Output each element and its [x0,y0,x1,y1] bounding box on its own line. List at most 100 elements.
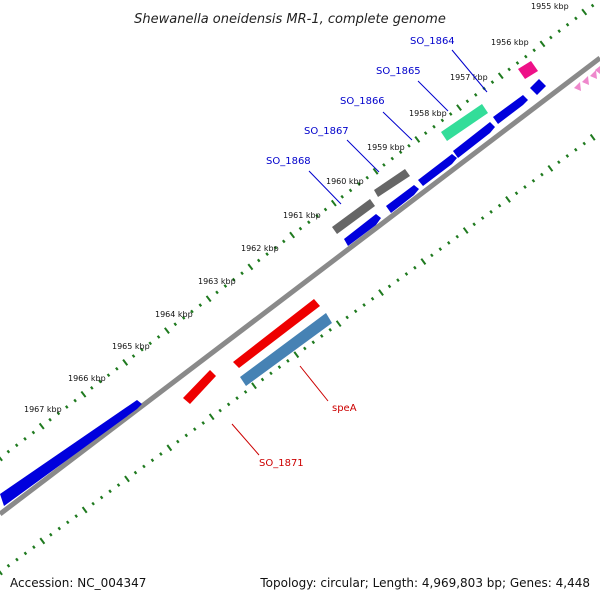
leader-line [417,80,449,112]
tick-mark [80,390,87,398]
tick-mark [524,54,528,59]
tick-label-1958: 1958 kbp [409,109,447,118]
gene-feature [590,70,597,79]
map-title: Shewanella oneidensis MR-1, complete gen… [134,12,446,27]
tick-mark [91,501,95,506]
gene-feature[interactable] [374,169,410,197]
tick-mark [311,340,316,345]
tick-mark [298,226,303,231]
reverse-strand-genes [183,313,332,404]
gene-feature[interactable] [233,299,320,368]
tick-mark [251,382,257,390]
tick-mark [281,239,286,244]
gene-feature[interactable] [453,122,495,158]
tick-mark [323,207,328,212]
tick-mark [115,366,119,371]
gene-feature[interactable] [530,79,546,95]
gene-feature[interactable] [386,185,419,213]
tick-mark [293,351,300,359]
tick-mark [148,341,153,346]
gene-feature[interactable] [183,370,216,404]
tick-mark [23,551,28,556]
gene-feature[interactable] [332,199,375,234]
outer-tick-ring [0,3,595,462]
tick-mark [190,309,194,314]
leader-line [451,49,488,93]
edge-features [574,66,600,91]
gene-feature[interactable] [240,313,332,386]
tick-mark [473,92,478,97]
tick-mark [423,131,428,135]
tick-mark [514,191,519,196]
tick-mark [98,379,102,384]
gene-feature [595,66,600,74]
gene-label-so1871[interactable]: SO_1871 [259,458,304,469]
tick-mark [106,373,111,378]
tick-mark [142,464,146,469]
tick-mark [57,526,62,531]
gene-feature[interactable] [518,61,538,79]
gene-feature[interactable] [418,154,457,186]
tick-mark [523,185,527,189]
tick-mark [573,147,578,152]
tick-mark [208,413,215,421]
tick-mark [353,309,358,314]
tick-mark [440,118,445,123]
gene-label-so1867[interactable]: SO_1867 [304,126,349,137]
leader-line [231,423,260,456]
tick-mark [387,284,392,289]
tick-mark [31,430,36,435]
tick-mark [99,495,104,500]
tick-mark [260,377,265,382]
gene-label-so1868[interactable]: SO_1868 [266,156,311,167]
tick-mark [159,452,163,456]
tick-mark [116,483,121,487]
gene-feature[interactable] [441,104,488,141]
gene-label-spea[interactable]: speA [332,403,357,414]
inner-tick-ring [0,133,596,576]
tick-mark [448,112,453,116]
tick-mark [362,303,366,307]
gene-label-so1864[interactable]: SO_1864 [410,36,455,47]
tick-mark [396,278,400,283]
tick-label-1963: 1963 kbp [198,277,236,286]
gene-feature[interactable] [0,400,142,506]
tick-mark [404,272,409,276]
tick-mark [32,545,36,550]
tick-label-1967: 1967 kbp [24,405,62,414]
tick-mark [420,258,427,265]
genome-backbone [0,56,600,516]
tick-mark [150,458,155,463]
tick-mark [515,61,520,65]
tick-mark [315,214,319,218]
tick-label-1961: 1961 kbp [283,211,321,220]
tick-mark [6,449,11,454]
tick-mark [176,439,180,444]
tick-mark [413,265,417,270]
tick-mark [398,150,403,155]
tick-mark [582,141,587,146]
tick-mark [547,164,554,172]
tick-mark [565,22,570,27]
gene-feature [582,76,589,85]
tick-mark [231,277,236,282]
gene-labels: SO_1864 SO_1865 SO_1866 SO_1867 SO_1868 … [259,36,455,469]
tick-mark [133,470,138,475]
gene-label-so1865[interactable]: SO_1865 [376,66,421,77]
tick-label-1957: 1957 kbp [450,73,488,82]
gene-label-so1866[interactable]: SO_1866 [340,96,385,107]
tick-label-1965: 1965 kbp [112,342,150,351]
tick-mark [48,417,52,422]
tick-mark [465,99,470,104]
tick-mark [192,427,197,432]
tick-mark [108,489,112,494]
tick-mark [39,537,46,545]
tick-mark [201,421,205,425]
gene-feature[interactable] [493,95,528,124]
tick-mark [243,390,248,394]
tick-mark [303,346,307,351]
tick-mark [407,143,411,148]
gene-feature[interactable] [344,214,381,246]
tick-mark [56,411,61,416]
